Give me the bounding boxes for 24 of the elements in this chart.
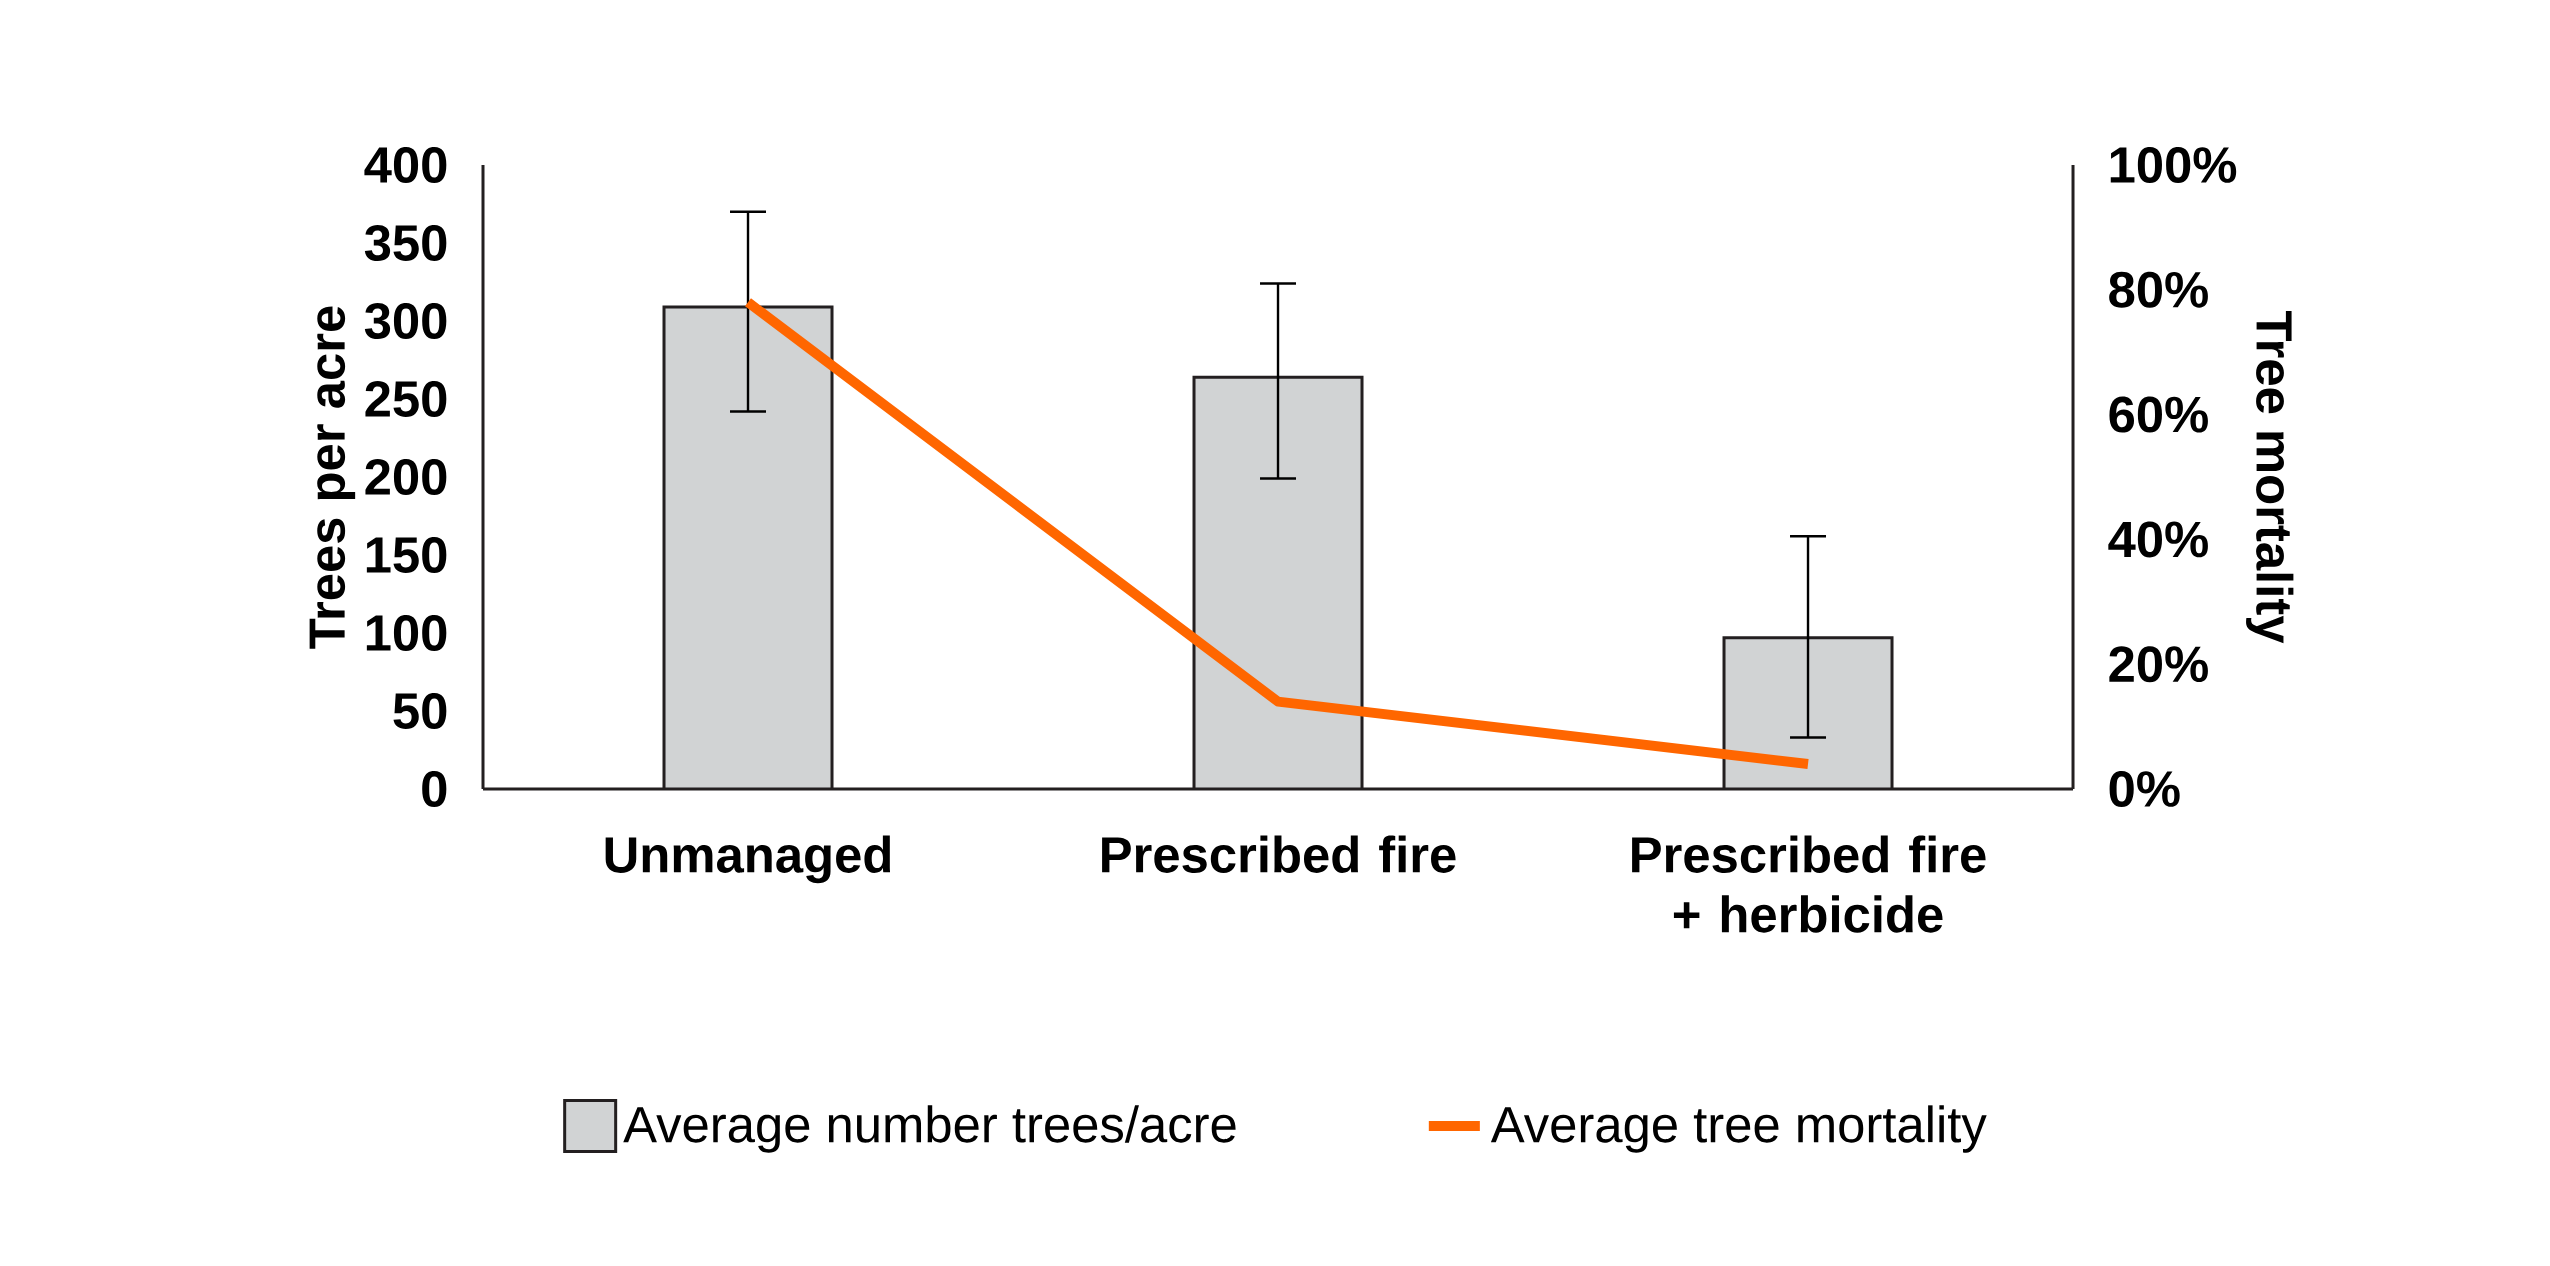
y-axis-title: Trees per acre xyxy=(309,306,356,649)
y-tick-label: 300 xyxy=(364,302,447,340)
bar xyxy=(664,306,833,789)
x-tick-label: Prescribed fire xyxy=(1102,835,1456,873)
y-tick-label: 250 xyxy=(365,381,447,418)
y2-tick-label: 0% xyxy=(2109,771,2180,808)
x-tick-label: Prescribed fire + herbicide xyxy=(1632,835,1986,933)
y2-tick-label: 60% xyxy=(2109,396,2208,433)
y-tick-label: 200 xyxy=(365,459,447,496)
y-tick-label: 50 xyxy=(393,693,447,729)
x-tick-label: Unmanaged xyxy=(605,835,891,884)
legend-label: Average number trees/acre xyxy=(623,1105,1236,1153)
y-tick-label: 100 xyxy=(366,615,447,651)
y2-tick-label: 80% xyxy=(2109,271,2208,308)
y2-tick-label: 100% xyxy=(2110,147,2237,183)
legend-label: Average tree mortality xyxy=(1490,1105,1987,1153)
bar xyxy=(1194,377,1363,789)
y-tick-label: 0 xyxy=(422,771,447,807)
y2-tick-label: 40% xyxy=(2108,521,2208,558)
y2-tick-label: 20% xyxy=(2109,646,2208,683)
y-tick-label: 400 xyxy=(364,147,447,184)
y2-axis-title: Tree mortality xyxy=(2246,310,2294,644)
y-tick-label: 150 xyxy=(366,537,447,573)
y-tick-label: 350 xyxy=(364,224,447,262)
